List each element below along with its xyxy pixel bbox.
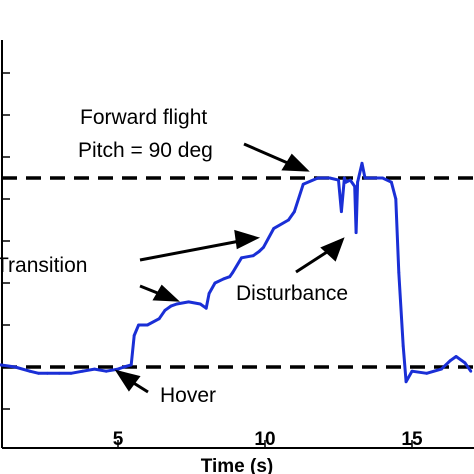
data-point — [410, 369, 414, 373]
data-point — [401, 344, 405, 348]
x-tick-label: 5 — [113, 429, 124, 450]
data-point — [363, 176, 367, 180]
data-point — [469, 369, 473, 373]
data-point — [137, 323, 141, 327]
data-point — [116, 367, 120, 371]
data-point — [348, 178, 352, 182]
reference-lines — [2, 176, 474, 369]
data-point — [81, 369, 85, 373]
arrow-forward-flight — [243, 142, 291, 166]
data-point — [257, 250, 261, 253]
data-point — [356, 180, 359, 184]
annotation-disturbance: Disturbance — [236, 282, 348, 305]
data-point — [187, 300, 191, 304]
data-point — [337, 178, 340, 182]
data-point — [369, 176, 373, 180]
data-point — [57, 371, 61, 375]
data-point — [104, 369, 108, 373]
data-point — [404, 380, 408, 384]
data-point — [157, 317, 161, 321]
data-point — [394, 197, 398, 201]
data-point — [37, 371, 40, 375]
data-point — [343, 176, 346, 180]
data-point — [448, 359, 452, 363]
annotation-forward-flight-line1: Forward flight — [80, 106, 207, 129]
x-ticks: 5 10 15 — [113, 429, 423, 450]
arrow-disturbance — [295, 248, 331, 274]
data-point — [316, 176, 320, 180]
data-point — [381, 176, 384, 180]
x-tick-label: 15 — [401, 429, 423, 450]
data-point — [0, 363, 2, 367]
data-point — [301, 182, 305, 186]
data-point — [240, 256, 243, 260]
data-point — [122, 365, 126, 369]
data-point — [262, 245, 265, 249]
arrowhead-transition-upper — [234, 229, 261, 250]
data-point — [46, 371, 49, 375]
data-point — [287, 218, 290, 222]
data-point — [293, 210, 296, 214]
data-point — [207, 292, 211, 295]
data-point — [222, 277, 226, 281]
data-point — [344, 180, 348, 184]
data-point — [354, 231, 358, 235]
annotation-transition: Transition — [0, 254, 87, 277]
data-point — [129, 363, 133, 367]
data-point — [13, 365, 17, 369]
x-tick-label: 10 — [254, 429, 275, 450]
data-point — [463, 361, 467, 365]
data-point — [425, 371, 429, 375]
arrowhead-transition-lower — [152, 284, 181, 302]
x-axis-label: Time (s) — [201, 456, 274, 474]
data-point — [163, 308, 167, 312]
data-point — [360, 161, 364, 165]
data-point — [231, 271, 235, 274]
data-point — [213, 281, 217, 285]
data-point — [28, 369, 32, 373]
annotation-hover: Hover — [160, 384, 216, 407]
data-point — [175, 302, 179, 306]
data-point — [353, 185, 357, 188]
arrow-transition-lower — [139, 284, 161, 296]
arrowhead-forward-flight — [281, 153, 310, 172]
series-points — [0, 161, 473, 384]
arrow-transition-upper — [139, 239, 241, 262]
data-point — [454, 355, 458, 358]
data-point — [272, 227, 276, 230]
data-point — [251, 254, 255, 258]
annotation-forward-flight-line2: Pitch = 90 deg — [78, 139, 213, 162]
data-point — [228, 275, 232, 279]
data-point — [198, 302, 202, 306]
arrowhead-hover — [114, 369, 141, 392]
data-point — [204, 306, 208, 310]
data-point — [390, 180, 393, 184]
data-point — [132, 334, 136, 337]
arrowhead-disturbance — [320, 237, 345, 262]
data-point — [328, 176, 332, 180]
data-point — [440, 367, 443, 371]
data-point — [69, 371, 73, 375]
data-point — [397, 271, 401, 274]
data-point — [146, 323, 149, 327]
y-ticks — [2, 72, 10, 410]
data-point — [169, 304, 173, 308]
data-point — [93, 367, 96, 371]
data-point — [340, 210, 343, 214]
annotation-arrows — [114, 142, 345, 394]
